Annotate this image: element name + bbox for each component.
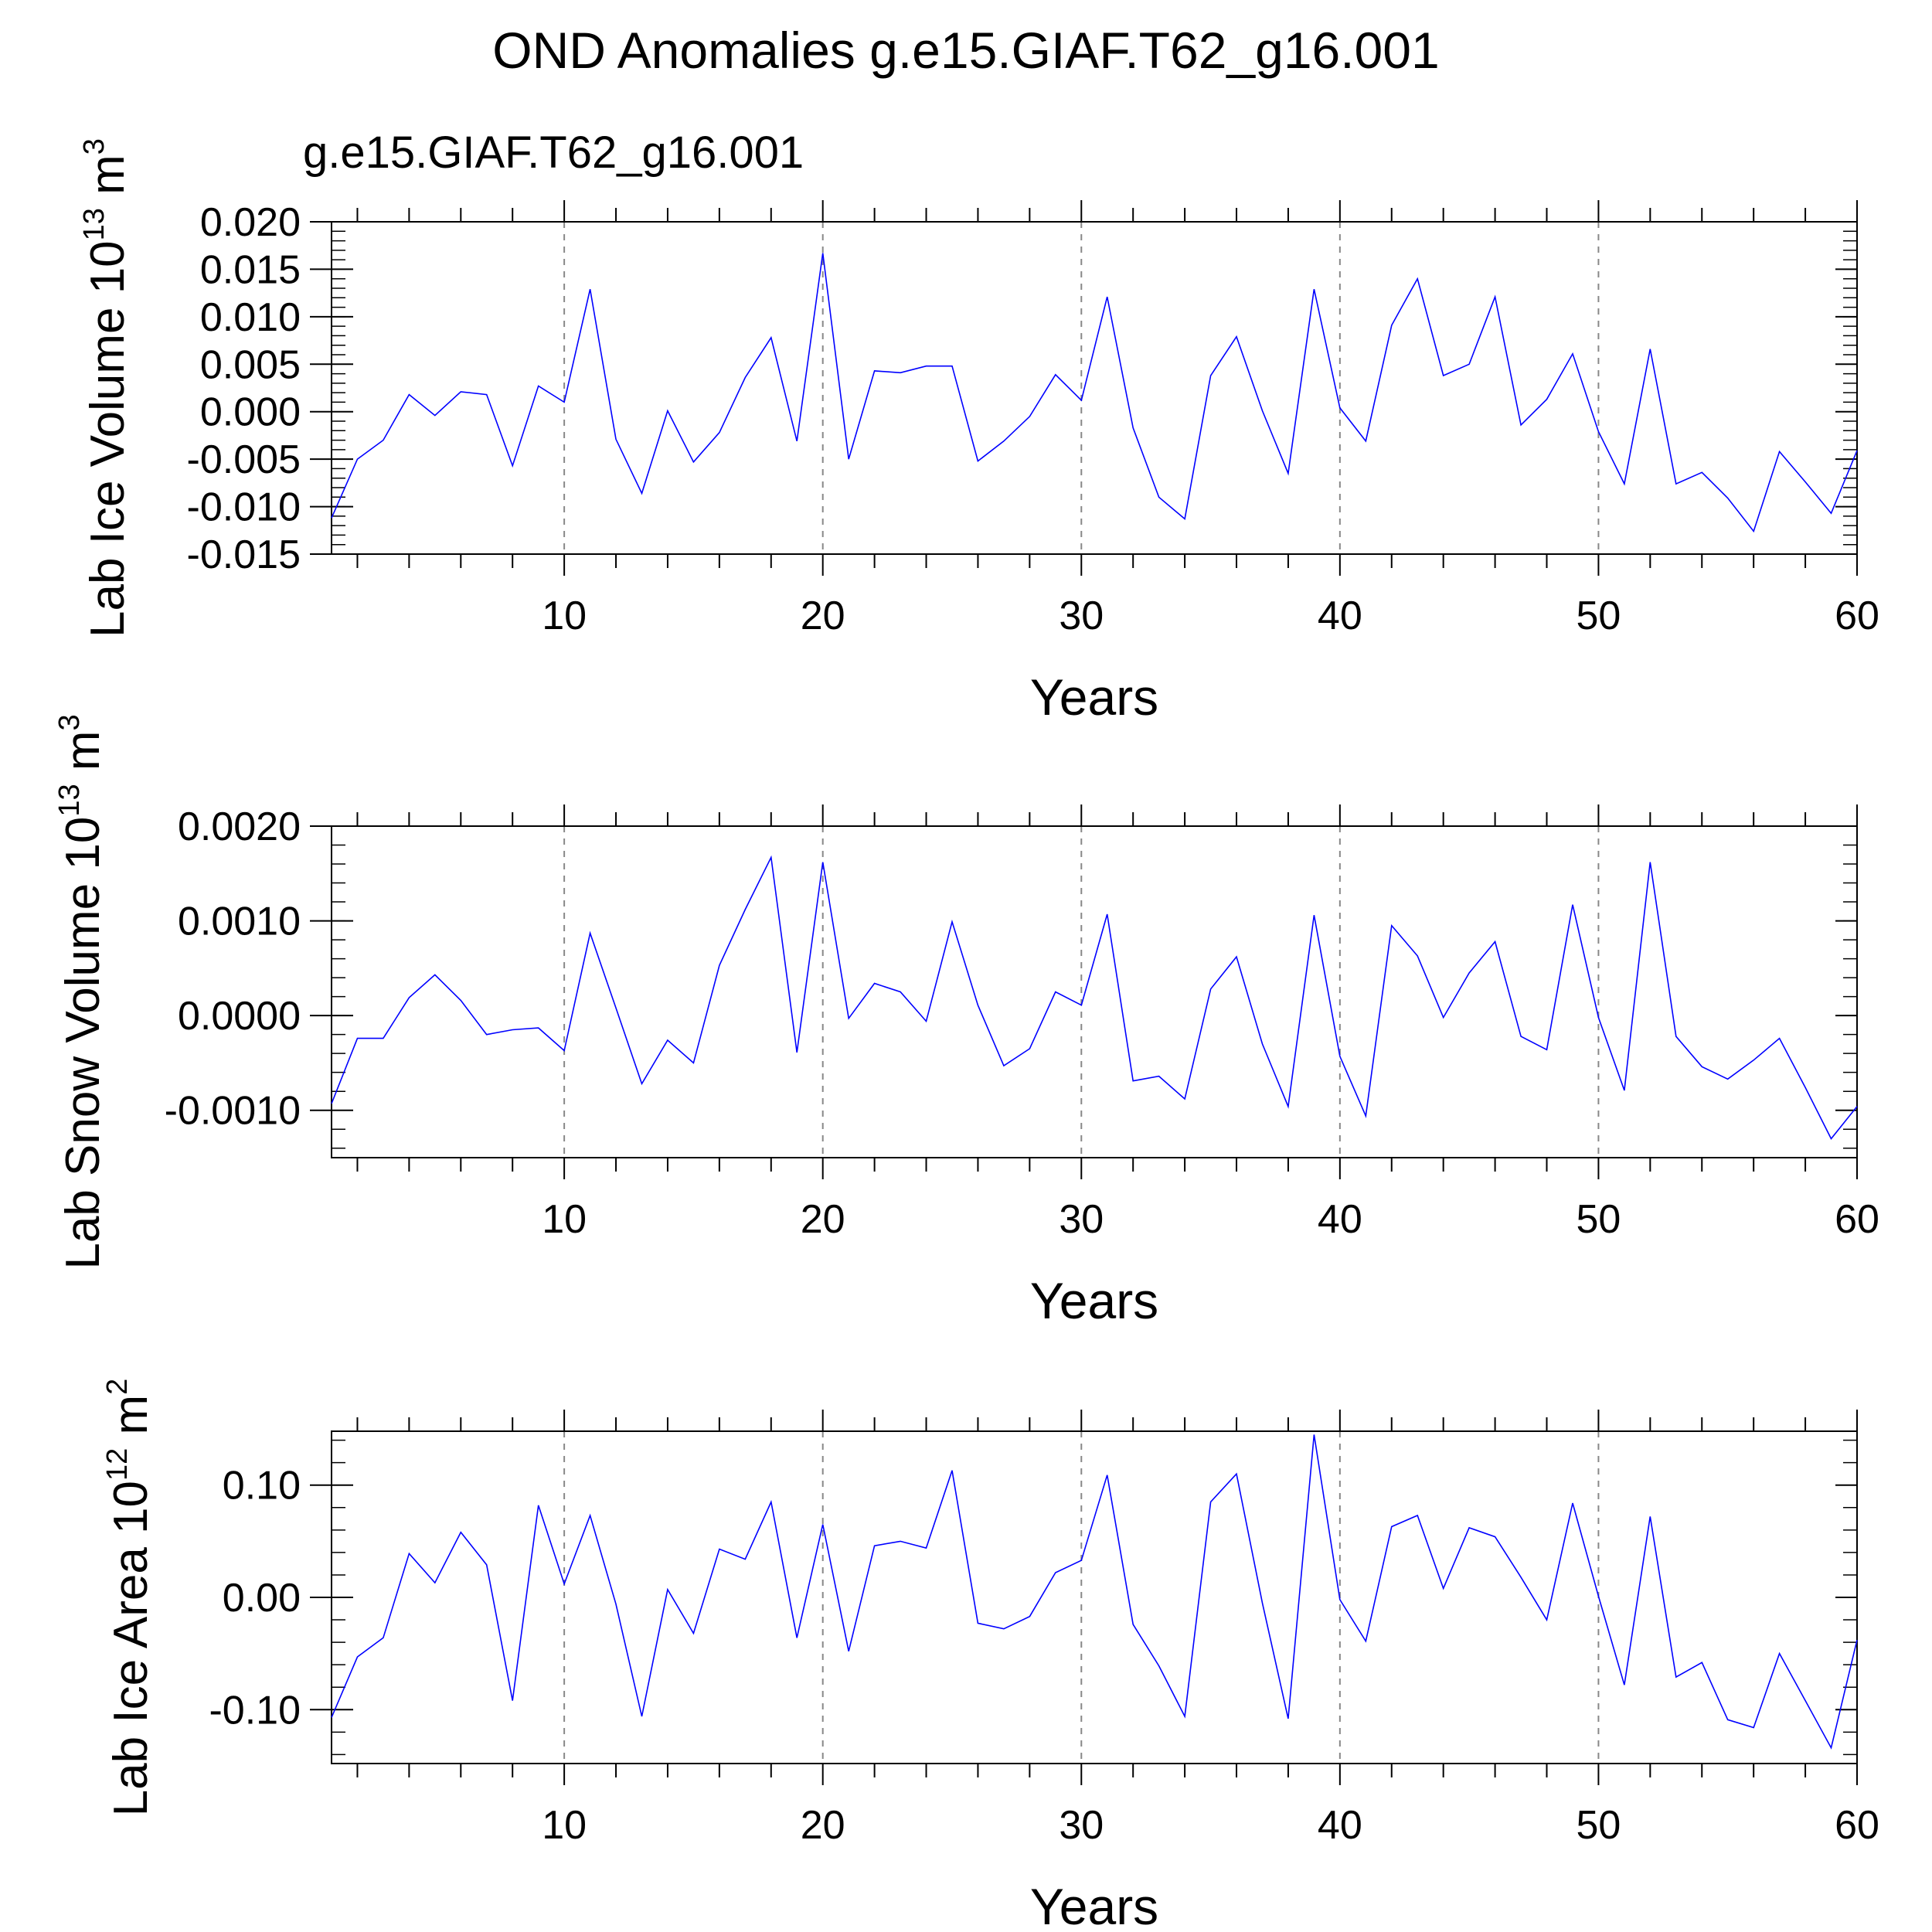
panels: -0.015-0.010-0.0050.0000.0050.0100.0150.… (53, 138, 1879, 1932)
x-tick-label: 50 (1577, 1197, 1621, 1242)
y-tick-label: 0.0020 (178, 804, 301, 849)
y-axis-label: Lab Ice Volume 1013 m3 (78, 138, 134, 638)
y-axis-label: Lab Snow Volume 1013 m3 (53, 714, 110, 1269)
x-tick-label: 60 (1835, 1803, 1879, 1848)
x-tick-label: 50 (1577, 594, 1621, 638)
y-tick-label: 0.015 (200, 247, 301, 292)
x-tick-label: 40 (1318, 1197, 1362, 1242)
y-axis-label-unit-exponent: 3 (53, 714, 86, 730)
y-tick-label: 0.10 (223, 1464, 301, 1509)
y-tick-label: -0.10 (209, 1688, 301, 1733)
x-tick-label: 40 (1318, 1803, 1362, 1848)
figure-title: OND Anomalies g.e15.GIAF.T62_g16.001 (492, 22, 1439, 79)
chart-panel-2: -0.0010 0.0000 0.0010 0.0020 10 20 30 40 50 60 Yea… (53, 714, 1879, 1329)
y-axis-label-text: Lab Ice Volume 10 (81, 240, 134, 638)
x-tick-label: 60 (1835, 1197, 1879, 1242)
x-tick-label: 20 (801, 1803, 845, 1848)
x-tick-label: 30 (1059, 1197, 1104, 1242)
y-tick-label: -0.015 (187, 532, 301, 577)
x-axis-label: Years (1030, 1272, 1158, 1329)
x-axis-label: Years (1030, 668, 1158, 726)
plot-frame (331, 825, 1858, 1158)
data-series-line (331, 1434, 1858, 1750)
y-axis-label-unit: m (56, 731, 110, 784)
data-series-line (331, 253, 1858, 533)
figure-subtitle: g.e15.GIAF.T62_g16.001 (303, 128, 804, 178)
y-axis-label-text: Lab Snow Volume 10 (56, 817, 110, 1270)
y-axis-label: Lab Ice Area 1012 m2 (101, 1379, 158, 1817)
y-tick-label: 0.0000 (178, 994, 301, 1039)
y-tick-label: -0.005 (187, 437, 301, 482)
y-axis-label-exponent: 13 (53, 784, 86, 816)
y-axis-label-unit: m (81, 155, 134, 208)
y-tick-label: -0.010 (187, 485, 301, 530)
y-tick-label: 0.0010 (178, 900, 301, 944)
y-tick-label: 0.020 (200, 200, 301, 245)
y-axis-label-exponent: 12 (101, 1448, 134, 1481)
y-tick-label: 0.010 (200, 295, 301, 340)
x-tick-label: 40 (1318, 594, 1362, 638)
y-tick-label: 0.005 (200, 342, 301, 387)
x-tick-label: 50 (1577, 1803, 1621, 1848)
y-axis-label-exponent: 13 (78, 208, 111, 240)
chart-panel-3: -0.10 0.00 0.10 10 20 30 40 50 60 Years Lab Ice Ar… (101, 1379, 1879, 1932)
plot-frame (331, 221, 1858, 555)
plot-frame (331, 1430, 1858, 1764)
y-axis-label-unit-exponent: 2 (101, 1379, 134, 1395)
x-tick-label: 30 (1059, 594, 1104, 638)
x-tick-label: 10 (542, 594, 587, 638)
x-axis-label: Years (1030, 1878, 1158, 1932)
data-series-line (331, 855, 1858, 1140)
x-tick-label: 30 (1059, 1803, 1104, 1848)
x-tick-label: 20 (801, 1197, 845, 1242)
y-axis-label-unit-exponent: 3 (78, 138, 111, 155)
y-tick-label: 0.000 (200, 390, 301, 435)
x-tick-label: 10 (542, 1197, 587, 1242)
y-tick-label: -0.0010 (165, 1089, 301, 1134)
x-tick-label: 10 (542, 1803, 587, 1848)
y-axis-label-text: Lab Ice Area 10 (104, 1481, 158, 1816)
x-tick-label: 60 (1835, 594, 1879, 638)
x-tick-label: 20 (801, 594, 845, 638)
y-axis-label-unit: m (104, 1395, 158, 1448)
y-tick-label: 0.00 (223, 1576, 301, 1621)
chart-panel-1: -0.015-0.010-0.0050.0000.0050.0100.0150.… (78, 138, 1879, 726)
